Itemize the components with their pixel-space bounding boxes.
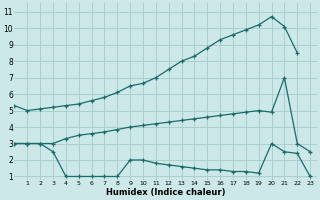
X-axis label: Humidex (Indice chaleur): Humidex (Indice chaleur) bbox=[106, 188, 225, 197]
